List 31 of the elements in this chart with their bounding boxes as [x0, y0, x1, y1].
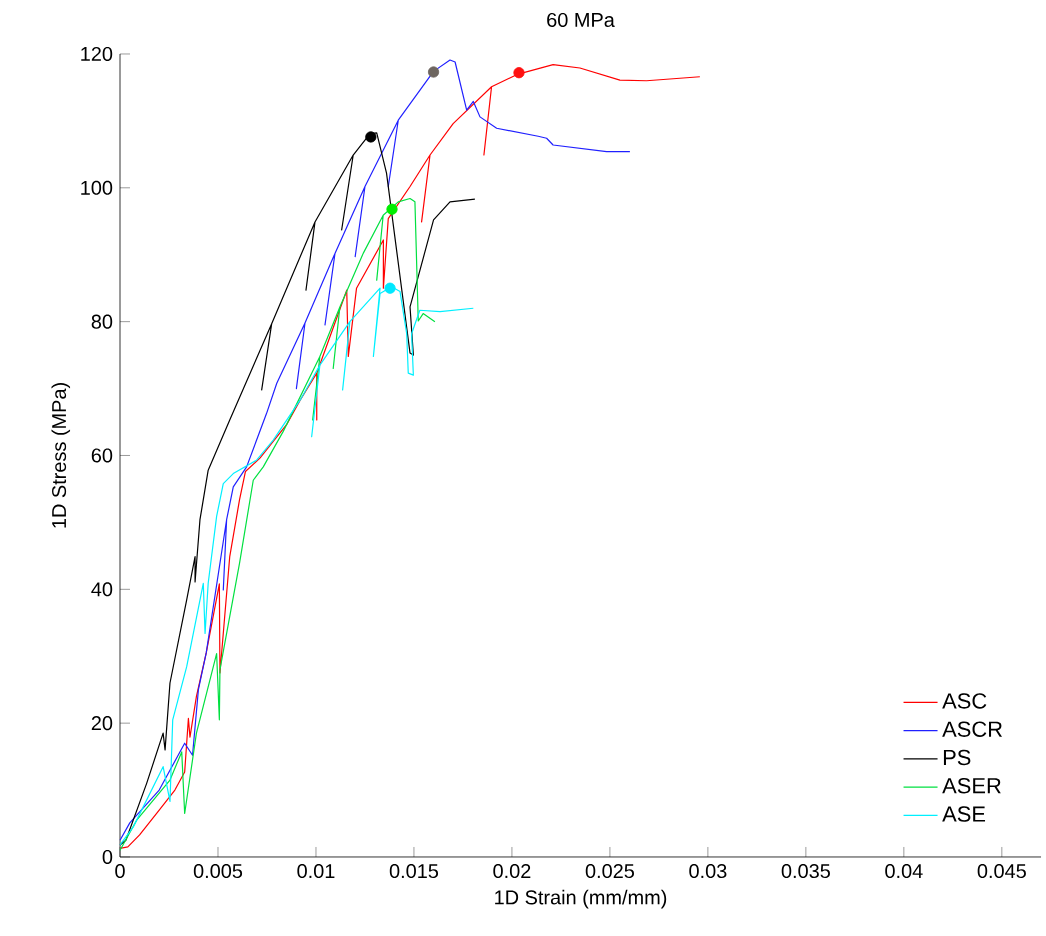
- x-tick-label: 0.005: [193, 864, 243, 879]
- x-tick-label: 0.01: [297, 864, 335, 879]
- x-tick-label: 0.02: [493, 864, 531, 879]
- x-tick-label: 0: [115, 864, 125, 879]
- legend-label: ASE: [942, 806, 986, 822]
- line-series: [119, 197, 436, 851]
- x-tick-label: 0.015: [389, 864, 439, 879]
- y-tick-label: 100: [81, 180, 113, 195]
- y-axis-title: 1D Stress (MPa): [51, 383, 71, 528]
- point: [384, 282, 396, 294]
- point: [365, 131, 377, 143]
- x-tick-label: 0.04: [885, 864, 923, 879]
- x-axis-title: 1D Strain (mm/mm): [495, 889, 667, 909]
- legend-label: ASCR: [942, 721, 1003, 737]
- legend-label: PS: [943, 749, 971, 766]
- legend-label: ASC: [942, 693, 987, 709]
- y-tick-label: 80: [91, 314, 113, 329]
- y-tick-label: 60: [91, 448, 113, 463]
- legend-label: ASER: [942, 777, 1001, 794]
- chart-title: 60 MPa: [547, 12, 615, 27]
- x-tick-label: 0.045: [977, 864, 1026, 879]
- point: [427, 66, 440, 78]
- x-tick-label: 0.03: [689, 864, 727, 879]
- x-tick-label: 0.035: [781, 864, 830, 879]
- x-tick-label: 0.025: [585, 864, 634, 879]
- y-tick-label: 40: [91, 582, 113, 597]
- y-tick-label: 0: [102, 849, 113, 865]
- point: [386, 203, 398, 215]
- point: [513, 67, 525, 79]
- y-tick-label: 120: [81, 46, 113, 62]
- y-tick-label: 20: [91, 716, 113, 731]
